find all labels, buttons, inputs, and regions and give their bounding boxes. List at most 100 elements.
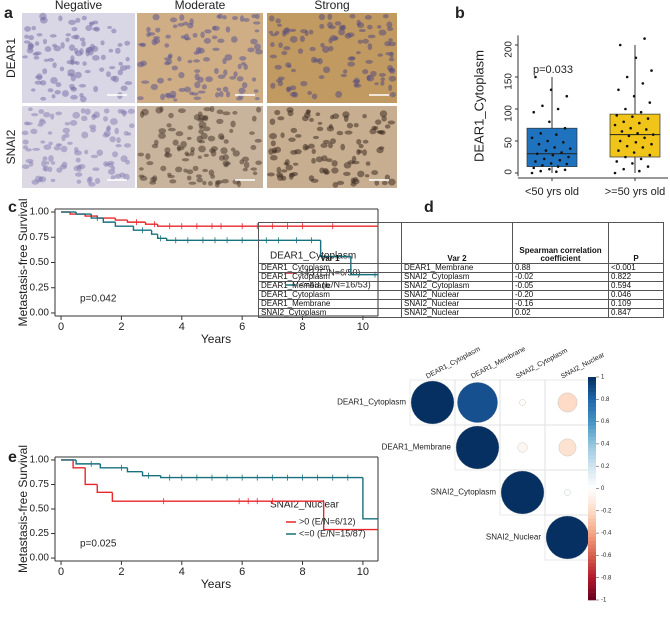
table-cell: Var 2 xyxy=(401,222,513,264)
nucleus xyxy=(209,105,215,113)
colorbar-segment xyxy=(588,581,596,586)
nucleus xyxy=(173,98,178,102)
nucleus xyxy=(197,90,206,94)
row-label: SNAI2_Cytoplasm xyxy=(431,488,497,497)
nucleus xyxy=(288,28,297,32)
point xyxy=(625,144,629,148)
nucleus xyxy=(138,174,145,178)
point xyxy=(624,155,627,159)
nucleus xyxy=(79,93,84,98)
nucleus xyxy=(110,175,116,181)
colorbar-segment xyxy=(588,477,596,482)
point xyxy=(568,147,572,150)
nucleus xyxy=(299,35,305,43)
nucleus xyxy=(115,47,121,54)
nucleus xyxy=(352,178,360,185)
point xyxy=(615,160,619,163)
point xyxy=(541,164,544,167)
nucleus xyxy=(156,77,165,84)
nucleus xyxy=(51,161,56,165)
nucleus xyxy=(190,146,195,153)
nucleus xyxy=(124,81,133,86)
nucleus xyxy=(377,24,382,29)
nucleus xyxy=(353,123,359,128)
correlation-circle xyxy=(564,489,571,496)
nucleus xyxy=(202,57,211,62)
nucleus xyxy=(346,32,355,38)
survival-step xyxy=(72,459,86,469)
nucleus xyxy=(181,158,190,162)
nucleus xyxy=(21,130,29,136)
nucleus xyxy=(194,69,201,73)
nucleus xyxy=(23,121,30,126)
nucleus xyxy=(275,78,283,83)
nucleus xyxy=(103,108,110,114)
colorbar-segment xyxy=(588,388,596,393)
colorbar-segment xyxy=(588,559,596,564)
nucleus xyxy=(224,54,233,61)
colorbar-segment xyxy=(588,503,596,508)
correlation-table: Var 1 Var 2 Spearman correlation coefficie… xyxy=(258,222,664,318)
legend-title: SNAI2_Nuclear xyxy=(270,500,340,511)
colorbar-segment xyxy=(588,518,596,523)
x-tick-label: 10 xyxy=(357,321,369,333)
nucleus xyxy=(267,172,275,177)
nucleus xyxy=(125,56,130,62)
colorbar-label: 0 xyxy=(601,486,605,492)
nucleus xyxy=(388,57,395,62)
nucleus xyxy=(153,35,160,40)
nucleus xyxy=(52,62,57,69)
point xyxy=(643,37,646,40)
nucleus xyxy=(70,59,75,66)
nucleus xyxy=(31,113,39,117)
colorbar-segment xyxy=(588,380,596,385)
nucleus xyxy=(334,21,342,26)
nucleus xyxy=(364,174,370,178)
nucleus xyxy=(362,149,367,156)
nucleus xyxy=(115,144,122,148)
nucleus xyxy=(40,80,47,86)
nucleus xyxy=(180,35,186,39)
nucleus xyxy=(216,109,224,115)
nucleus xyxy=(278,42,283,48)
nucleus xyxy=(81,131,89,139)
nucleus xyxy=(194,81,201,89)
point xyxy=(558,158,562,162)
survival-step xyxy=(126,220,146,223)
y-tick-label: 0.25 xyxy=(30,528,50,539)
ihc-image xyxy=(137,13,263,103)
nucleus xyxy=(112,75,119,83)
nucleus xyxy=(80,108,86,114)
nucleus xyxy=(50,76,58,84)
nucleus xyxy=(166,123,172,128)
nucleus xyxy=(281,169,288,173)
nucleus xyxy=(322,139,330,144)
nucleus xyxy=(313,58,321,63)
point xyxy=(532,110,536,114)
point xyxy=(532,166,536,170)
nucleus xyxy=(232,110,238,115)
nucleus xyxy=(286,107,294,113)
colorbar-segment xyxy=(588,421,596,426)
nucleus xyxy=(222,111,231,116)
point xyxy=(646,165,650,168)
colorbar-segment xyxy=(588,488,596,493)
nucleus xyxy=(195,47,202,54)
y-tick-label: 150 xyxy=(504,73,515,90)
nucleus xyxy=(286,87,291,93)
point xyxy=(651,133,655,136)
colorbar-segment xyxy=(588,406,596,411)
nucleus xyxy=(269,118,276,126)
nucleus xyxy=(64,133,70,138)
point xyxy=(627,134,631,138)
nucleus xyxy=(253,89,259,93)
colorbar-segment xyxy=(588,462,596,467)
nucleus xyxy=(167,127,176,132)
nucleus xyxy=(330,138,337,144)
nucleus xyxy=(331,167,339,174)
point xyxy=(562,140,565,144)
point xyxy=(534,160,537,163)
nucleus xyxy=(199,125,204,130)
nucleus xyxy=(74,50,83,57)
nucleus xyxy=(48,141,53,146)
